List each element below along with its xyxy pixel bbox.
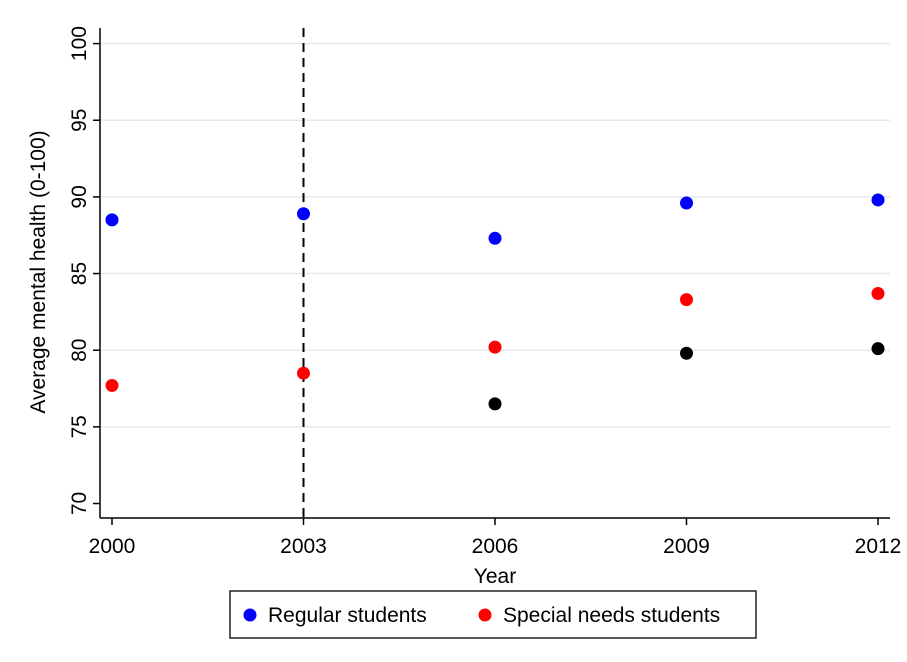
data-points <box>106 193 885 410</box>
data-point <box>872 287 885 300</box>
legend-marker <box>244 609 257 622</box>
data-point <box>680 293 693 306</box>
legend-label: Regular students <box>268 604 427 627</box>
data-point <box>489 341 502 354</box>
legend-label: Special needs students <box>503 604 720 627</box>
data-point <box>872 193 885 206</box>
data-point <box>489 397 502 410</box>
y-tick-label: 90 <box>68 185 91 208</box>
x-axis-title: Year <box>474 565 516 588</box>
x-tick-label: 2006 <box>472 535 519 558</box>
x-tick-label: 2012 <box>855 535 902 558</box>
data-point <box>297 367 310 380</box>
x-tick-label: 2003 <box>280 535 327 558</box>
axes: 70 75 80 85 90 95 100 2000 2003 2006 2009 2012 <box>68 26 901 558</box>
y-axis-title: Average mental health (0-100) <box>27 130 50 413</box>
data-point <box>680 197 693 210</box>
data-point <box>106 213 119 226</box>
legend-marker <box>479 609 492 622</box>
x-tick-label: 2009 <box>663 535 710 558</box>
y-tick-label: 70 <box>68 492 91 515</box>
data-point <box>297 207 310 220</box>
data-point <box>680 347 693 360</box>
legend: Regular students Special needs students <box>230 591 756 638</box>
x-tick-label: 2000 <box>89 535 136 558</box>
y-tick-label: 95 <box>68 109 91 132</box>
y-tick-label: 75 <box>68 415 91 438</box>
y-tick-label: 80 <box>68 339 91 362</box>
data-point <box>106 379 119 392</box>
y-tick-label: 85 <box>68 262 91 285</box>
y-tick-label: 100 <box>68 26 91 61</box>
data-point <box>489 232 502 245</box>
data-point <box>872 342 885 355</box>
